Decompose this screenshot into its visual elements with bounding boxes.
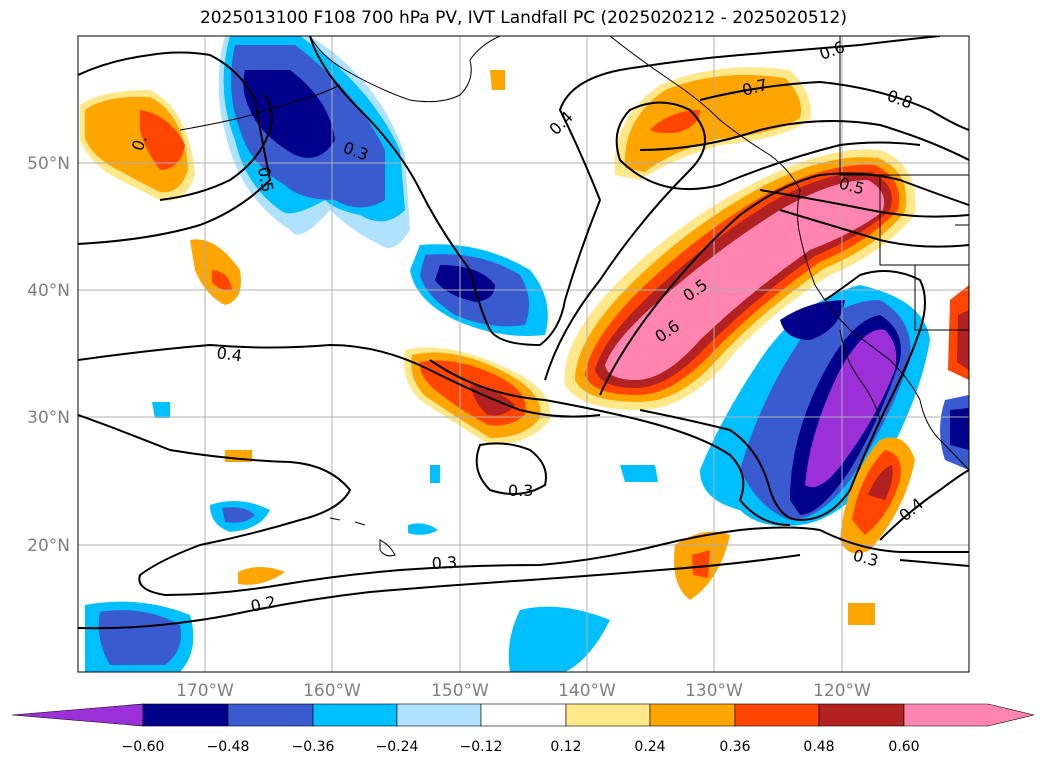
colorbar-segment — [649, 703, 736, 727]
colorbar-segment — [734, 703, 820, 727]
pos-anomaly-small-2 — [490, 70, 505, 90]
lon-labels: 170°W 160°W 150°W 140°W 130°W 120°W — [176, 681, 871, 701]
pos-anomaly-plume-core — [605, 180, 885, 380]
neg-anomaly-small-4 — [408, 523, 438, 535]
colorbar-tick: 0.48 — [803, 739, 834, 755]
contour-0.3-south — [78, 414, 969, 597]
pos-anomaly-central-core — [470, 385, 515, 416]
neg-anomaly-california-core — [805, 329, 897, 488]
colorbar-segment — [142, 703, 229, 727]
colorbar-tick: 0.36 — [719, 739, 750, 755]
pos-anomaly-alaska-coast — [624, 74, 801, 172]
colorbar-ticks: −0.60 −0.48 −0.36 −0.24 −0.12 0.12 0.24 … — [122, 739, 920, 755]
pos-anomaly-southeast-1-core — [692, 550, 710, 578]
neg-anomaly-small-5 — [430, 465, 440, 483]
filled-field — [80, 36, 969, 672]
contour-0.4-west — [78, 343, 601, 418]
pos-anomaly-small-4 — [238, 567, 285, 585]
pos-anomaly-small-1-core — [212, 270, 232, 291]
pos-anomaly-alaska-coast-core — [650, 110, 700, 134]
contour-0.3-mid — [429, 359, 791, 526]
pos-anomaly-small-5 — [848, 603, 875, 625]
colorbar-segment — [565, 703, 651, 727]
contour-nw-loop — [78, 51, 272, 245]
contour-0.6-plume — [599, 172, 969, 396]
state-borders — [839, 36, 969, 331]
neg-anomaly-gulf-alaska-core — [243, 70, 335, 158]
neg-anomaly-small-3 — [620, 465, 658, 482]
colorbar-tick: 0.12 — [550, 739, 581, 755]
lon-label-130w: 130°W — [685, 681, 743, 701]
lon-label-120w: 120°W — [813, 681, 871, 701]
neg-anomaly-east-edge-core — [950, 408, 969, 450]
colorbar-tick: −0.12 — [460, 739, 503, 755]
lon-label-170w: 170°W — [176, 681, 234, 701]
neg-anomaly-central-pacific-core — [435, 265, 495, 302]
map-title: 2025013100 F108 700 hPa PV, IVT Landfall… — [199, 8, 847, 28]
colorbar-tick: 0.24 — [634, 739, 665, 755]
lon-label-160w: 160°W — [303, 681, 361, 701]
colorbar-tick: −0.48 — [207, 739, 250, 755]
colorbar-segment — [312, 703, 398, 727]
lat-label-30n: 30°N — [27, 408, 70, 428]
hawaii-islands — [329, 517, 396, 557]
colorbar-tick: −0.24 — [376, 739, 419, 755]
contour-label: 0.5 — [254, 165, 277, 193]
baja-peninsula — [839, 329, 881, 421]
contour-0.2-south — [78, 554, 801, 630]
lat-labels: 50°N 40°N 30°N 20°N — [27, 154, 70, 556]
contour-label: 0. — [128, 133, 151, 154]
contour-0.4-north — [558, 36, 941, 301]
west-coast-north-america — [609, 36, 969, 471]
contour-label: 0.8 — [885, 86, 915, 113]
contour-label: 0.4 — [215, 343, 243, 365]
pos-anomaly-east-edge-core — [957, 310, 969, 370]
alaska-coastline — [309, 36, 501, 103]
contour-label: 0.6 — [817, 37, 847, 64]
lat-label-40n: 40°N — [27, 281, 70, 301]
contour-southeast — [879, 469, 969, 567]
contour-label: 0.2 — [249, 592, 278, 616]
lon-label-140w: 140°W — [558, 681, 616, 701]
colorbar-segment — [818, 703, 905, 727]
neg-anomaly-south-center — [508, 606, 610, 672]
colorbar-segment — [227, 703, 314, 727]
lat-label-20n: 20°N — [27, 536, 70, 556]
colorbar-extend-high — [903, 703, 1035, 727]
neg-anomaly-small-2 — [152, 402, 170, 418]
map-frame — [77, 35, 970, 673]
contour-bundle-east — [759, 189, 969, 248]
lon-label-150w: 150°W — [431, 681, 489, 701]
colorbar-tick: −0.60 — [122, 739, 165, 755]
contour-0.5-plume — [544, 101, 921, 381]
neg-anomaly-california-north — [780, 300, 845, 340]
pos-anomaly-southeast-2-core — [868, 465, 893, 500]
coastlines — [179, 36, 969, 557]
contour-label: 0.3 — [508, 481, 533, 500]
pos-anomaly-northwest-core — [140, 110, 185, 170]
contour-lines — [78, 36, 969, 630]
neg-anomaly-small-1-core — [222, 507, 255, 523]
contour-0.5-west — [159, 94, 273, 201]
colorbar — [11, 703, 1035, 727]
neg-anomaly-southwest-2 — [98, 610, 181, 665]
colorbar-segment — [396, 703, 482, 727]
colorbar-segment — [480, 703, 567, 727]
contour-california-loop — [639, 270, 926, 522]
contour-0.3-closed — [475, 442, 547, 495]
colorbar-tick: 0.60 — [888, 739, 919, 755]
contour-0.7 — [639, 120, 969, 161]
contour-0.8 — [699, 80, 969, 131]
contour-label: 0.3 — [431, 553, 457, 573]
contour-0.3-north — [309, 36, 566, 347]
lat-label-50n: 50°N — [27, 154, 70, 174]
colorbar-tick: −0.36 — [292, 739, 335, 755]
contour-labels: 0.3 0.5 0.4 0.6 0.7 0.8 0.5 0.5 0.6 0.4 … — [128, 37, 927, 616]
colorbar-extend-low — [11, 703, 144, 727]
